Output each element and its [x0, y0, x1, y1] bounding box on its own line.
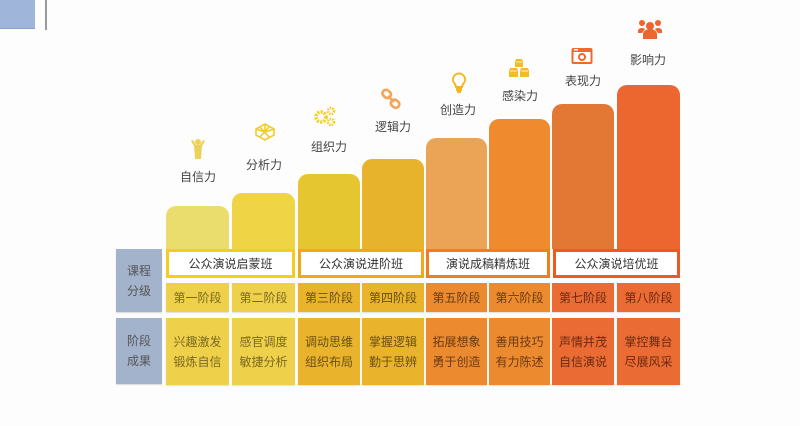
skill-label-expression: 表现力 [564, 74, 601, 88]
bar-logic [362, 159, 424, 249]
skill-label-appeal: 感染力 [501, 89, 538, 103]
row-header-course-level: 课程 分级 [116, 249, 162, 312]
stage-cell-8: 第八阶段 [617, 283, 680, 312]
course-excellence: 公众演说培优班 [553, 249, 680, 278]
row-header-stage-result: 阶段 成果 [116, 318, 162, 384]
bar-creativity [426, 138, 487, 249]
stage-cell-2: 第二阶段 [232, 283, 295, 312]
result-cell-8: 掌控舞台 尽展风采 [617, 318, 680, 385]
result-cell-4: 掌握逻辑 勤于思辨 [362, 318, 424, 385]
stage-cell-1: 第一阶段 [166, 283, 229, 312]
result-cell-2: 感官调度 敏捷分析 [232, 318, 295, 385]
skill-label-logic: 逻辑力 [374, 120, 411, 134]
box-icon [255, 123, 275, 141]
bar-influence [617, 85, 680, 249]
result-cell-7: 声情并茂 自信演说 [552, 318, 614, 385]
stage-cell-6: 第六阶段 [489, 283, 550, 312]
skill-label-creativity: 创造力 [439, 103, 476, 117]
stage-cell-7: 第七阶段 [552, 283, 614, 312]
gears-icon [314, 106, 336, 127]
bar-organization [298, 174, 360, 249]
course-refinement: 演说成稿精炼班 [426, 249, 550, 278]
result-cell-1: 兴趣激发 锻炼自信 [166, 318, 229, 385]
skill-label-influence: 影响力 [629, 53, 666, 67]
link-icon [381, 88, 401, 110]
course-enlightenment: 公众演说启蒙班 [166, 249, 295, 278]
cubes-icon [509, 59, 529, 77]
corner-divider [45, 0, 47, 30]
skill-label-organization: 组织力 [310, 140, 347, 154]
bar-analysis [232, 193, 295, 249]
corner-decoration [0, 0, 35, 29]
result-cell-3: 调动思维 组织布局 [298, 318, 360, 385]
course-advanced: 公众演说进阶班 [298, 249, 424, 278]
people-icon [638, 20, 662, 39]
stage-cell-4: 第四阶段 [362, 283, 424, 312]
camera-icon [571, 48, 593, 64]
stage-cell-5: 第五阶段 [426, 283, 487, 312]
lightbulb-icon [451, 72, 467, 93]
result-cell-6: 善用技巧 有力陈述 [489, 318, 550, 385]
skill-label-analysis: 分析力 [245, 158, 282, 172]
stage-cell-3: 第三阶段 [298, 283, 360, 312]
bar-appeal [489, 119, 550, 249]
skill-label-confidence: 自信力 [179, 170, 216, 184]
bar-confidence [166, 206, 229, 249]
result-cell-5: 拓展想象 勇于创造 [426, 318, 487, 385]
person-icon [191, 139, 205, 159]
bar-expression [552, 104, 614, 249]
